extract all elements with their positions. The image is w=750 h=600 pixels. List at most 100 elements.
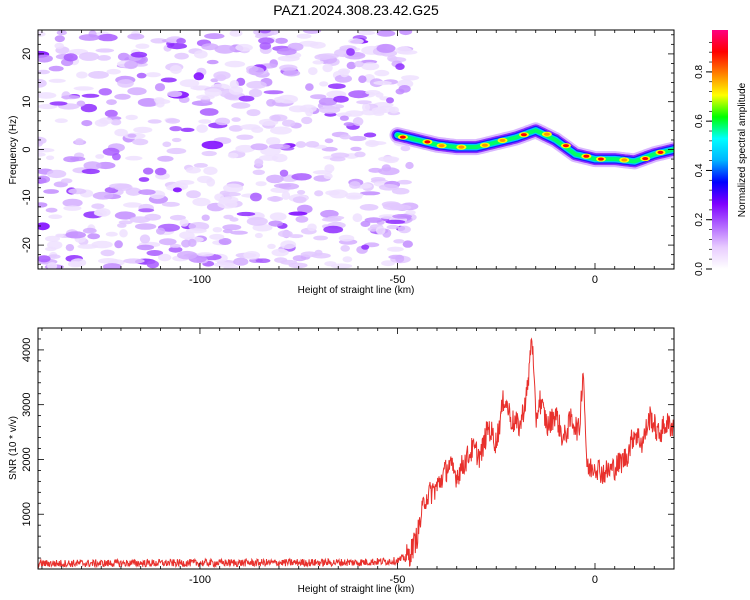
noise-blob: [206, 178, 216, 187]
noise-blob: [88, 71, 109, 79]
noise-blob: [246, 80, 267, 89]
noise-blob: [95, 48, 115, 53]
noise-blob: [176, 38, 186, 45]
noise-blob: [222, 192, 241, 197]
noise-blob: [405, 210, 416, 215]
noise-blob: [129, 216, 151, 224]
noise-blob: [397, 225, 411, 234]
noise-blob: [309, 41, 326, 49]
noise-blob: [138, 177, 150, 182]
noise-blob: [201, 150, 217, 157]
noise-blob: [236, 211, 256, 217]
noise-blob: [373, 80, 392, 86]
noise-blob: [78, 34, 100, 41]
noise-blob: [70, 258, 87, 268]
noise-blob: [288, 105, 308, 113]
noise-blob: [181, 239, 191, 248]
noise-blob: [228, 124, 243, 132]
noise-blob: [94, 119, 109, 127]
noise-blob: [136, 244, 155, 251]
noise-blob: [48, 65, 64, 72]
noise-blob: [201, 43, 219, 51]
y-tick-label: -10: [21, 189, 33, 205]
noise-blob: [133, 126, 153, 134]
noise-blob: [363, 132, 377, 138]
noise-blob: [105, 231, 118, 237]
noise-blob: [136, 72, 147, 79]
noise-blob: [399, 30, 413, 36]
noise-blob: [266, 174, 284, 184]
y-tick-label: 20: [21, 48, 33, 60]
noise-blob: [38, 202, 48, 208]
noise-blob: [324, 138, 334, 144]
noise-blob: [376, 30, 396, 37]
noise-blob: [45, 207, 58, 213]
noise-blob: [246, 217, 268, 226]
signal-peak-core: [499, 138, 506, 143]
noise-blob: [305, 141, 320, 148]
noise-blob: [201, 140, 224, 150]
noise-blob: [158, 253, 172, 262]
noise-blob: [356, 100, 372, 105]
noise-blob: [350, 146, 362, 152]
noise-blob: [327, 215, 345, 220]
noise-blob: [125, 187, 142, 196]
noise-blob: [227, 152, 239, 159]
y-tick-label: 3000: [21, 392, 33, 416]
noise-blob: [127, 133, 137, 138]
noise-blob: [354, 60, 364, 68]
noise-blob: [246, 109, 261, 117]
noise-blob: [273, 183, 292, 188]
noise-blob: [340, 245, 351, 252]
noise-blob: [389, 204, 412, 211]
noise-blob: [102, 147, 120, 156]
noise-blob: [386, 224, 400, 230]
noise-blob: [123, 202, 143, 208]
noise-blob: [46, 169, 67, 179]
noise-blob: [252, 213, 265, 218]
noise-blob: [109, 183, 132, 190]
spectrogram-x-axis-label: Height of straight line (km): [298, 285, 415, 296]
noise-blob: [231, 102, 251, 109]
noise-blob: [251, 126, 264, 133]
noise-blob: [169, 65, 182, 74]
noise-blob: [196, 124, 208, 133]
noise-blob: [238, 95, 255, 102]
noise-blob: [106, 99, 117, 105]
noise-blob: [117, 79, 134, 88]
noise-blob: [214, 44, 236, 54]
noise-blob: [267, 243, 276, 249]
noise-blob: [376, 43, 396, 53]
noise-blob: [270, 126, 292, 135]
noise-blob: [322, 63, 333, 73]
noise-blob: [296, 33, 312, 39]
noise-blob: [38, 148, 55, 153]
noise-blob: [98, 258, 119, 264]
signal-peak-core: [520, 133, 527, 137]
noise-blob: [252, 169, 265, 175]
noise-blob: [180, 127, 195, 132]
noise-blob: [279, 169, 289, 177]
noise-blob: [145, 72, 161, 78]
noise-blob: [55, 233, 64, 238]
noise-blob: [243, 251, 261, 260]
noise-blob: [343, 122, 355, 127]
noise-blob: [160, 77, 177, 83]
noise-blob: [213, 262, 235, 268]
noise-blob: [204, 33, 225, 40]
noise-blob: [266, 99, 276, 107]
noise-blob: [199, 108, 219, 116]
noise-blob: [250, 192, 262, 202]
noise-blob: [174, 52, 189, 60]
noise-blob: [348, 38, 364, 45]
noise-blob: [125, 114, 138, 121]
noise-blob: [381, 164, 392, 172]
noise-blob: [305, 83, 314, 91]
noise-blob: [130, 51, 148, 58]
noise-blob: [292, 196, 307, 204]
noise-blob: [186, 190, 201, 199]
noise-blob: [334, 74, 352, 83]
noise-blob: [132, 138, 149, 146]
colorbar-scale: [712, 30, 728, 269]
noise-blob: [291, 173, 312, 181]
